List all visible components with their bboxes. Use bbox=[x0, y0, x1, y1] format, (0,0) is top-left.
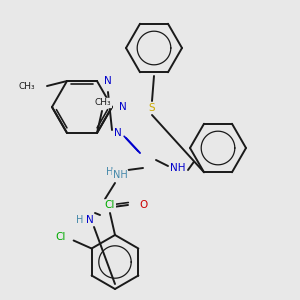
Text: NH: NH bbox=[170, 163, 186, 173]
Text: Cl: Cl bbox=[55, 232, 66, 242]
Text: CH₃: CH₃ bbox=[95, 98, 111, 107]
Text: NH: NH bbox=[112, 170, 128, 180]
Text: N: N bbox=[119, 102, 127, 112]
Text: CH₃: CH₃ bbox=[18, 82, 35, 91]
Text: O: O bbox=[139, 200, 147, 210]
Text: N: N bbox=[86, 215, 94, 225]
Text: N: N bbox=[104, 76, 112, 86]
Text: N: N bbox=[114, 128, 122, 138]
Text: H: H bbox=[106, 167, 114, 177]
Text: Cl: Cl bbox=[105, 200, 115, 210]
Text: H: H bbox=[76, 215, 83, 225]
Text: S: S bbox=[149, 103, 155, 113]
